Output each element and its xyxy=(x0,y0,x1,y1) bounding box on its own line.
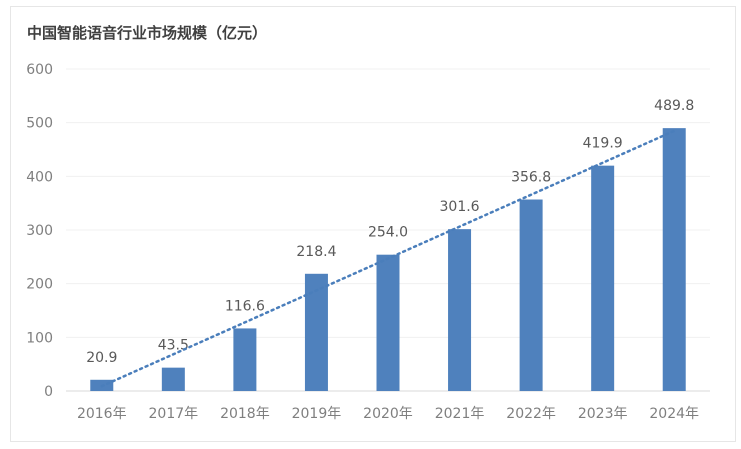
bar xyxy=(662,128,686,391)
data-label: 116.6 xyxy=(225,298,265,314)
y-tick-label: 400 xyxy=(26,169,53,185)
bar xyxy=(376,254,400,391)
x-tick-label: 2020年 xyxy=(363,406,413,422)
y-tick-label: 100 xyxy=(26,330,53,346)
bar xyxy=(448,229,472,391)
x-tick-label: 2023年 xyxy=(578,406,628,422)
bar xyxy=(591,165,615,391)
x-tick-label: 2017年 xyxy=(149,406,199,422)
y-tick-label: 200 xyxy=(26,277,53,293)
data-label: 254.0 xyxy=(368,225,408,241)
y-tick-label: 600 xyxy=(26,62,53,78)
x-tick-label: 2024年 xyxy=(649,406,699,422)
bar xyxy=(161,367,185,391)
trendline xyxy=(100,129,676,388)
data-label: 489.8 xyxy=(654,98,694,114)
chart-title: 中国智能语音行业市场规模（亿元） xyxy=(27,24,268,42)
bar xyxy=(233,328,257,391)
data-label: 301.6 xyxy=(440,199,480,215)
data-label: 43.5 xyxy=(158,338,189,354)
y-tick-label: 0 xyxy=(44,384,53,400)
chart-frame xyxy=(10,6,736,442)
x-tick-label: 2019年 xyxy=(292,406,342,422)
y-tick-label: 500 xyxy=(26,116,53,132)
y-tick-label: 300 xyxy=(26,223,53,239)
x-tick-label: 2021年 xyxy=(435,406,485,422)
bar xyxy=(304,273,328,391)
x-tick-label: 2018年 xyxy=(220,406,270,422)
x-tick-label: 2016年 xyxy=(77,406,127,422)
data-label: 20.9 xyxy=(86,350,117,366)
data-label: 419.9 xyxy=(583,136,623,152)
data-label: 356.8 xyxy=(511,170,551,186)
x-tick-label: 2022年 xyxy=(506,406,556,422)
data-label: 218.4 xyxy=(296,244,336,260)
bar xyxy=(519,199,543,391)
